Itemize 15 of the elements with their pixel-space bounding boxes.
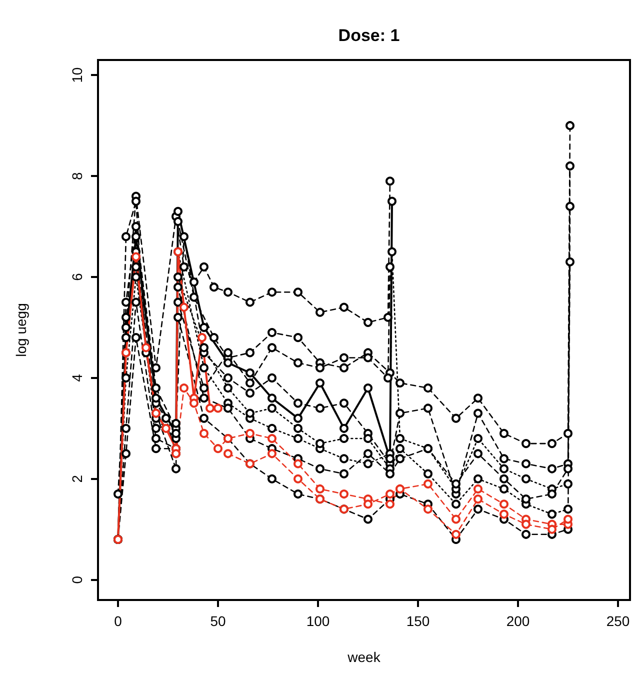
x-tick-label: 0 [114, 613, 122, 629]
x-tick-label: 150 [406, 613, 430, 629]
chart-title: Dose: 1 [338, 26, 400, 45]
y-axis-title: log uegg [13, 303, 29, 357]
y-tick-label: 8 [69, 172, 85, 180]
x-tick-label: 100 [306, 613, 330, 629]
x-tick-label: 50 [210, 613, 226, 629]
y-tick-label: 6 [69, 272, 85, 281]
y-tick-label: 10 [69, 67, 85, 83]
x-tick-label: 250 [606, 613, 630, 629]
y-tick-label: 2 [69, 474, 85, 483]
y-tick-label: 0 [69, 576, 85, 584]
x-tick-label: 200 [506, 613, 530, 629]
x-axis-title: week [346, 649, 382, 665]
y-tick-label: 4 [69, 374, 85, 382]
